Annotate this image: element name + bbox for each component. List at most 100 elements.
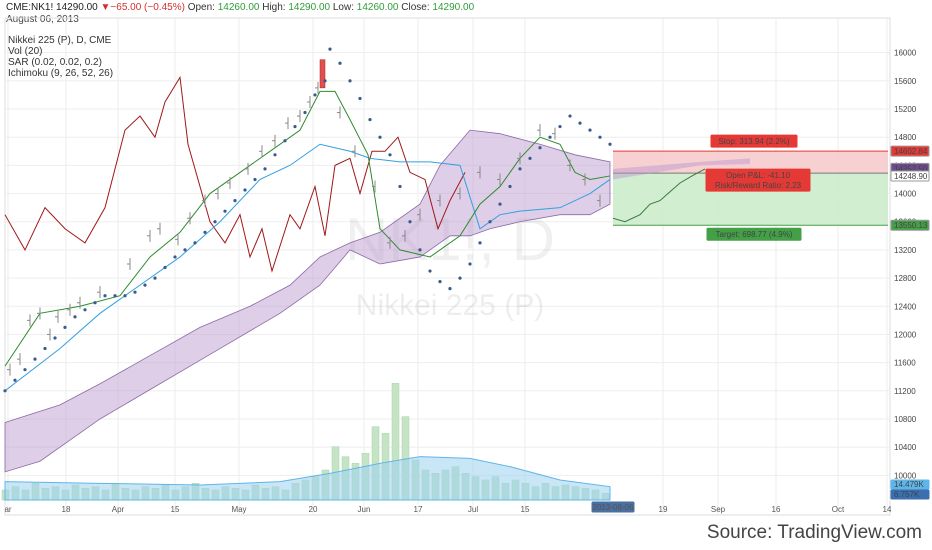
symbol-name: CME:NK1! [6, 2, 54, 13]
stop-label-box [710, 134, 798, 148]
y-tick-label: 11200 [894, 387, 916, 396]
sar-dot [378, 135, 382, 139]
sar-dot [283, 139, 287, 143]
ichimoku-cloud [4, 129, 611, 473]
volume-label: 6.757K [894, 490, 920, 499]
x-tick-label: ar [4, 505, 11, 514]
stop-label: Stop: 313.94 (2.2%) [718, 137, 789, 146]
sar-dot [93, 301, 97, 305]
high-candle [319, 59, 326, 89]
tenkan-sen-line [4, 90, 611, 367]
current-date-box [591, 501, 635, 513]
chikou-span-line [4, 75, 466, 273]
symbol-header: CME:NK1! 14290.00 ▼−65.00 (−0.45%) Open:… [6, 2, 474, 14]
close-value: 14290.00 [432, 2, 475, 13]
open-label: Open: [187, 2, 215, 13]
sar-dot [3, 389, 7, 393]
indicator-legend-2: SAR (0.02, 0.02, 0.2) [8, 57, 102, 68]
sar-dot [338, 61, 342, 65]
rr-label: Risk/Reward Ratio: 2.23 [715, 181, 802, 190]
volume-label-box [890, 489, 930, 500]
cloud-projection [613, 158, 750, 180]
chart-frame [4, 17, 891, 516]
target-price-label-box [890, 219, 930, 231]
sar-dot [103, 294, 107, 298]
sar-dot [183, 248, 187, 252]
sar-dot [263, 167, 267, 171]
sar-dot [273, 153, 277, 157]
y-tick-label: 11600 [894, 359, 916, 368]
sar-dot [143, 283, 147, 287]
projection-line [612, 168, 706, 223]
x-tick-label: Jun [358, 505, 371, 514]
y-tick-label: 12800 [894, 274, 917, 283]
sar-dot [328, 47, 332, 51]
sar-dot [518, 167, 522, 171]
y-tick-label: 15200 [894, 105, 917, 114]
sar-dot [253, 177, 257, 182]
sar-dot [458, 276, 462, 280]
x-tick-label: 15 [521, 505, 530, 514]
sar-dot [548, 135, 552, 139]
sar-dot [438, 280, 442, 284]
sar-dot [608, 142, 612, 146]
indicator-legend-3: Ichimoku (9, 26, 52, 26) [8, 68, 113, 79]
sar-dot [588, 128, 592, 132]
sar-dot [233, 198, 237, 203]
sar-dot [223, 209, 227, 213]
y-tick-label: 12000 [894, 330, 917, 339]
open-value: 14260.00 [217, 2, 260, 13]
y-tick-label: 12400 [894, 302, 917, 311]
last-price: 14290.00 [56, 2, 98, 13]
sar-dot [43, 346, 47, 351]
sar-dot [123, 294, 127, 298]
sar-dot [358, 96, 362, 101]
sar-dot [468, 262, 472, 266]
sar-dot [113, 294, 117, 298]
stop-price-label-box [890, 145, 930, 157]
sar-dot [598, 135, 602, 139]
x-tick-label: 18 [62, 505, 71, 514]
stop-price-label: 14602.84 [894, 147, 928, 156]
stop-zone [613, 151, 888, 174]
sar-dot [568, 114, 572, 118]
sar-dot [388, 153, 392, 157]
sar-dot [73, 315, 77, 319]
sar-dot [203, 230, 207, 234]
x-tick-label: Oct [832, 505, 845, 514]
y-tick-label: 13200 [894, 246, 917, 255]
sar-dot [173, 255, 177, 259]
sar-dot [478, 241, 482, 245]
target-label: Target: 698.77 (4.9%) [716, 230, 793, 239]
sar-dot [578, 121, 582, 125]
sar-dot [13, 378, 17, 382]
y-tick-label: 14800 [894, 133, 917, 142]
y-tick-label: 16000 [894, 49, 917, 58]
current-price-label-box [890, 170, 930, 182]
sar-dot [153, 276, 157, 280]
sar-dot [498, 202, 502, 206]
pnl-label-box [705, 168, 811, 192]
sar-dot [53, 336, 57, 340]
sar-dot [193, 241, 197, 245]
x-tick-label: Apr [112, 505, 125, 514]
x-tick-label: 16 [772, 505, 781, 514]
sar-dot [213, 220, 217, 224]
sar-dot [63, 325, 67, 330]
sar-dot [368, 117, 372, 122]
sar-dot [303, 110, 307, 115]
sar-dot [83, 308, 87, 312]
high-label: High: [262, 2, 286, 13]
y-tick-label: 15600 [894, 77, 917, 86]
sar-dot [418, 248, 422, 252]
current-price-label: 14248.90 [894, 172, 928, 181]
current-date-label: 2013-08-06 [593, 503, 634, 512]
target-label-box [706, 227, 802, 241]
sar-dot [23, 368, 27, 372]
x-tick-label: Sep [711, 505, 726, 514]
high-value: 14290.00 [288, 2, 331, 13]
y-tick-label: 10400 [894, 443, 917, 452]
sar-dot [33, 357, 37, 361]
x-tick-label: 14 [883, 505, 892, 514]
